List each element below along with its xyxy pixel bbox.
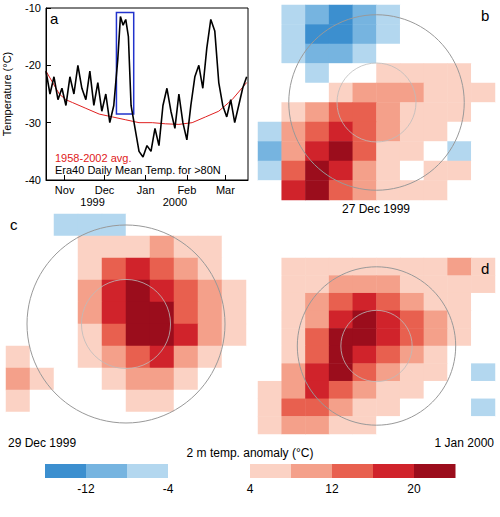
- svg-text:Temperature (°C): Temperature (°C): [1, 52, 13, 136]
- svg-text:29 Dec 1999: 29 Dec 1999: [8, 436, 76, 450]
- svg-text:2000: 2000: [163, 196, 187, 208]
- svg-text:-4: -4: [163, 482, 174, 496]
- svg-text:-40: -40: [25, 174, 41, 186]
- svg-text:Nov: Nov: [55, 184, 75, 196]
- svg-text:-30: -30: [25, 117, 41, 129]
- svg-text:c: c: [10, 216, 18, 233]
- svg-text:12: 12: [325, 482, 339, 496]
- svg-text:Jan: Jan: [137, 184, 155, 196]
- svg-text:a: a: [50, 10, 59, 27]
- svg-text:-20: -20: [25, 59, 41, 71]
- svg-text:20: 20: [407, 482, 421, 496]
- svg-text:1999: 1999: [80, 196, 104, 208]
- svg-text:Feb: Feb: [177, 184, 196, 196]
- svg-text:4: 4: [247, 482, 254, 496]
- svg-text:Dec: Dec: [95, 184, 115, 196]
- svg-text:b: b: [481, 7, 489, 24]
- svg-text:-12: -12: [77, 482, 95, 496]
- svg-text:Era40 Daily Mean Temp. for >80: Era40 Daily Mean Temp. for >80N: [55, 164, 221, 176]
- svg-text:27 Dec 1999: 27 Dec 1999: [342, 202, 410, 216]
- svg-text:-10: -10: [25, 2, 41, 14]
- svg-text:Mar: Mar: [216, 184, 235, 196]
- svg-text:1 Jan 2000: 1 Jan 2000: [435, 436, 495, 450]
- svg-text:1958-2002 avg.: 1958-2002 avg.: [55, 152, 131, 164]
- svg-text:d: d: [481, 260, 489, 277]
- svg-text:2 m temp. anomaly (°C): 2 m temp. anomaly (°C): [187, 446, 314, 460]
